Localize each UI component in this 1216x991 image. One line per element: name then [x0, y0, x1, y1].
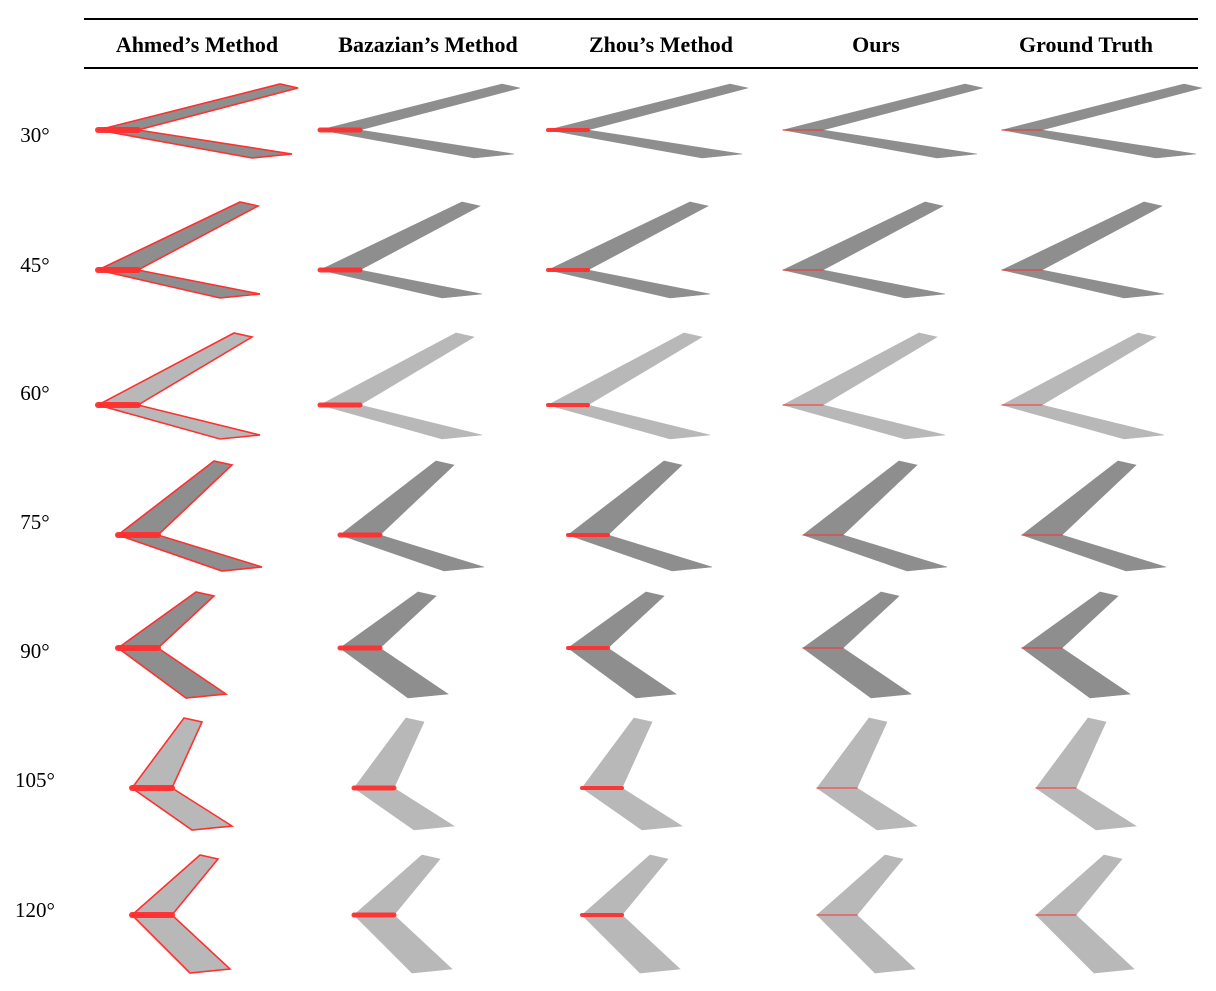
point-cloud-105-ground-truth	[1035, 717, 1137, 831]
point-cloud-30-zhou	[546, 83, 749, 159]
table-header-rule	[84, 67, 1198, 69]
point-cloud-105-zhou	[580, 717, 683, 831]
row-label-45: 45°	[20, 253, 50, 277]
column-header-bazazian: Bazazian’s Method	[338, 32, 518, 57]
point-cloud-30-bazazian	[317, 83, 521, 159]
row-label-105: 105°	[15, 768, 55, 792]
point-cloud-90-ahmed	[115, 591, 229, 699]
point-cloud-75-bazazian	[337, 460, 485, 572]
point-cloud-30-ahmed	[95, 83, 299, 159]
point-cloud-60-bazazian	[317, 332, 483, 440]
point-cloud-60-ours	[782, 332, 946, 440]
row-label-60: 60°	[20, 381, 50, 405]
column-header-ground-truth: Ground Truth	[1019, 32, 1153, 57]
column-header-ahmed: Ahmed’s Method	[115, 32, 279, 57]
point-cloud-105-bazazian	[351, 717, 455, 831]
row-label-90: 90°	[20, 639, 50, 663]
point-cloud-30-ours	[782, 83, 984, 159]
point-cloud-90-zhou	[566, 591, 677, 699]
point-cloud-120-zhou	[580, 854, 681, 974]
point-cloud-45-bazazian	[317, 201, 483, 299]
point-cloud-75-ahmed	[115, 460, 263, 572]
point-cloud-105-ours	[816, 717, 918, 831]
point-cloud-90-ours	[802, 591, 912, 699]
row-label-30: 30°	[20, 123, 50, 147]
point-cloud-45-ground-truth	[1001, 201, 1165, 299]
point-cloud-120-bazazian	[351, 854, 453, 974]
column-header-ours: Ours	[852, 32, 900, 57]
point-cloud-60-ahmed	[95, 332, 261, 440]
point-cloud-75-ground-truth	[1021, 460, 1167, 572]
point-cloud-45-zhou	[546, 201, 711, 299]
row-label-75: 75°	[20, 510, 50, 534]
point-cloud-120-ahmed	[129, 854, 232, 974]
point-cloud-30-ground-truth	[1001, 83, 1203, 159]
point-cloud-105-ahmed	[129, 717, 235, 831]
point-cloud-45-ours	[782, 201, 946, 299]
column-header-zhou: Zhou’s Method	[588, 32, 734, 57]
point-cloud-60-zhou	[546, 332, 711, 440]
point-cloud-60-ground-truth	[1001, 332, 1165, 440]
point-cloud-120-ground-truth	[1035, 854, 1135, 974]
table-top-rule	[84, 18, 1198, 20]
point-cloud-120-ours	[816, 854, 916, 974]
row-label-120: 120°	[15, 898, 55, 922]
point-cloud-75-ours	[802, 460, 948, 572]
point-cloud-90-ground-truth	[1021, 591, 1131, 699]
point-cloud-90-bazazian	[337, 591, 449, 699]
point-cloud-75-zhou	[566, 460, 713, 572]
point-cloud-45-ahmed	[95, 201, 261, 299]
